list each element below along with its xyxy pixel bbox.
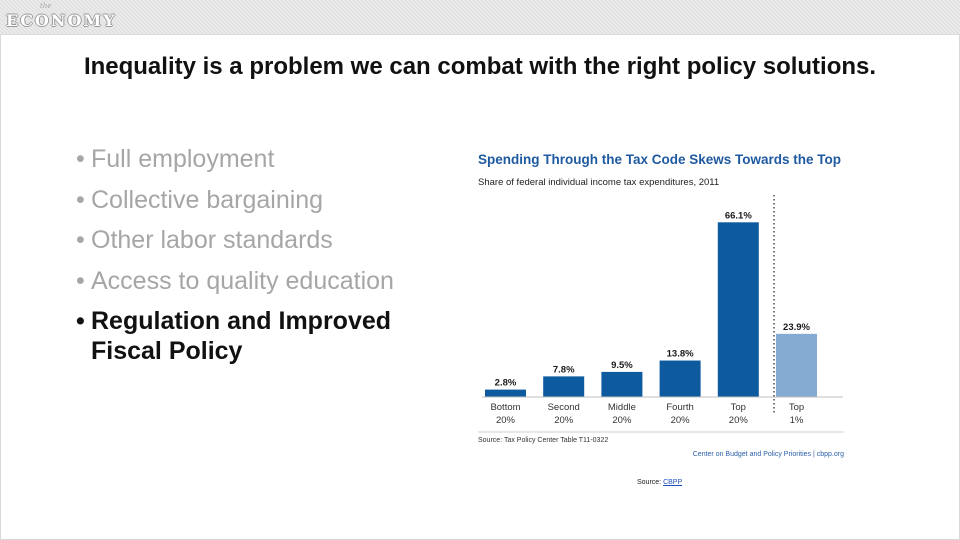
chart-container: Spending Through the Tax Code Skews Towa… [470,140,855,465]
bullet-list: Full employment Collective bargaining Ot… [76,144,456,377]
bullet-item: Other labor standards [76,225,456,255]
data-label: 7.8% [553,364,575,375]
source-link[interactable]: CBPP [663,479,683,486]
logo-main-text: ECONOMY [6,11,117,30]
tick-label: Middle 20% [608,402,636,426]
bar [717,222,759,397]
bullet-item: Full employment [76,144,456,174]
tick-label: Bottom 20% [490,402,520,426]
bar [601,371,643,397]
tick-label: Top 1% [789,402,804,426]
source-note: Source: CBPP [637,479,682,486]
data-label: 2.8% [495,378,517,389]
source-label: Source: [637,479,662,486]
data-label: 9.5% [611,360,633,371]
bullet-item: Access to quality education [76,266,456,296]
tick-label: Fourth 20% [666,402,693,426]
chart-credit: Center on Budget and Policy Priorities |… [693,451,844,458]
chart-footnote: Source: Tax Policy Center Table T11-0322 [478,437,608,444]
header-band: the ECONOMY [0,0,960,35]
bar-chart: Spending Through the Tax Code Skews Towa… [478,152,844,458]
slide-title: Inequality is a problem we can combat wi… [83,53,877,80]
data-label: 13.8% [667,349,694,360]
tick-label: Top 20% [729,402,749,426]
bar-series: 2.8% Bottom 20% 7.8% Second 20% 9.5% Middle 20% 1… [485,210,817,426]
chart-title: Spending Through the Tax Code Skews Towa… [478,152,841,167]
chart-subtitle: Share of federal individual income tax e… [478,177,719,188]
tick-label: Second 20% [548,402,580,426]
bar [543,376,585,397]
logo: the ECONOMY [6,2,115,32]
bullet-item-active: Regulation and Improved Fiscal Policy [76,306,456,366]
bar [659,360,701,397]
data-label: 66.1% [725,210,752,221]
bullet-item: Collective bargaining [76,185,456,215]
logo-small-text: the [40,2,52,10]
bar [776,333,817,397]
bar [485,389,526,397]
data-label: 23.9% [783,322,810,333]
